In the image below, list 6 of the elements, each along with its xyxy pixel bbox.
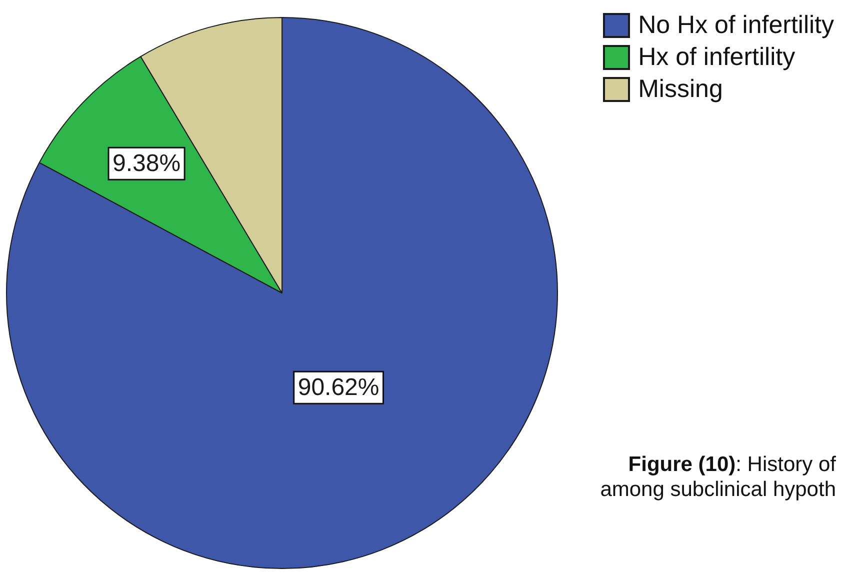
legend-label: No Hx of infertility bbox=[638, 10, 834, 40]
legend-label: Hx of infertility bbox=[638, 42, 796, 72]
data-label: 9.38% bbox=[112, 150, 181, 178]
legend-label: Missing bbox=[638, 74, 723, 104]
text: Figure (10): History of among subclinical hypoth bbox=[600, 452, 836, 502]
data-label: 90.62% bbox=[298, 374, 380, 402]
